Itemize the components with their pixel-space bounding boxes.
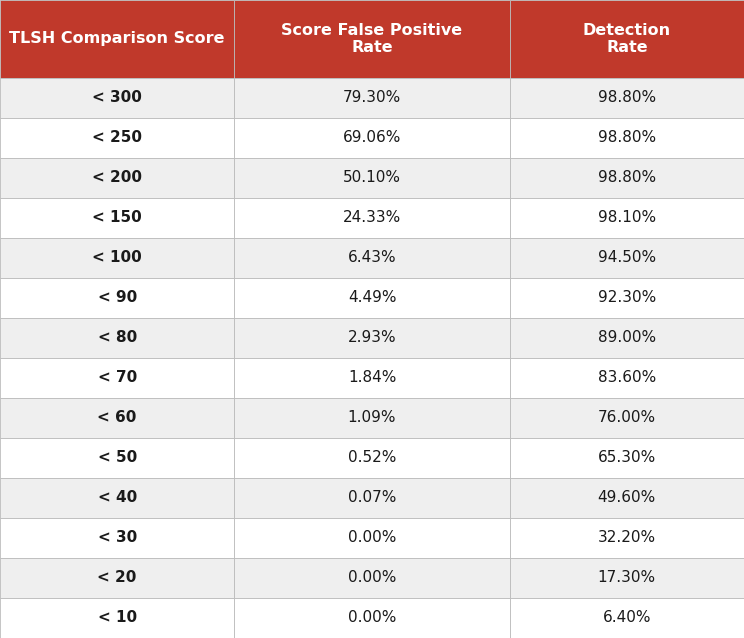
Bar [0, 78, 234, 118]
Text: 83.60%: 83.60% [597, 371, 656, 385]
Text: 0.00%: 0.00% [347, 570, 397, 586]
Text: < 80: < 80 [97, 330, 137, 346]
Text: < 10: < 10 [97, 611, 137, 625]
Bar [510, 518, 744, 558]
Text: 1.84%: 1.84% [347, 371, 397, 385]
Text: 2.93%: 2.93% [347, 330, 397, 346]
Text: 98.10%: 98.10% [597, 211, 656, 225]
Bar [234, 278, 510, 318]
Text: < 200: < 200 [92, 170, 142, 186]
Text: < 70: < 70 [97, 371, 137, 385]
Bar [510, 398, 744, 438]
Bar [510, 118, 744, 158]
Text: < 250: < 250 [92, 131, 142, 145]
Bar [0, 278, 234, 318]
Bar [234, 478, 510, 518]
Bar [234, 78, 510, 118]
Bar [510, 478, 744, 518]
Text: 92.30%: 92.30% [597, 290, 656, 306]
Text: 0.00%: 0.00% [347, 531, 397, 545]
Text: 50.10%: 50.10% [343, 170, 401, 186]
Text: < 90: < 90 [97, 290, 137, 306]
Text: 1.09%: 1.09% [347, 410, 397, 426]
Bar [0, 558, 234, 598]
Text: 24.33%: 24.33% [343, 211, 401, 225]
Text: < 60: < 60 [97, 410, 137, 426]
Text: Detection
Rate: Detection Rate [583, 23, 671, 56]
Text: 69.06%: 69.06% [343, 131, 401, 145]
Text: 17.30%: 17.30% [597, 570, 656, 586]
Text: 98.80%: 98.80% [597, 131, 656, 145]
Bar [510, 598, 744, 638]
Text: 6.43%: 6.43% [347, 251, 397, 265]
Bar [510, 278, 744, 318]
Bar [510, 238, 744, 278]
Bar [510, 198, 744, 238]
Bar [0, 118, 234, 158]
Bar [0, 398, 234, 438]
Text: 89.00%: 89.00% [597, 330, 656, 346]
Bar [0, 238, 234, 278]
Bar [234, 198, 510, 238]
Bar [510, 358, 744, 398]
Bar [0, 518, 234, 558]
Bar [234, 358, 510, 398]
Text: < 30: < 30 [97, 531, 137, 545]
Bar [0, 598, 234, 638]
Bar [234, 118, 510, 158]
Bar [0, 318, 234, 358]
Text: 94.50%: 94.50% [597, 251, 656, 265]
Bar [510, 558, 744, 598]
Bar [0, 0, 234, 78]
Bar [510, 438, 744, 478]
Text: 98.80%: 98.80% [597, 170, 656, 186]
Text: Score False Positive
Rate: Score False Positive Rate [281, 23, 463, 56]
Bar [234, 0, 510, 78]
Bar [0, 438, 234, 478]
Text: < 300: < 300 [92, 91, 142, 105]
Text: 76.00%: 76.00% [597, 410, 656, 426]
Text: 98.80%: 98.80% [597, 91, 656, 105]
Text: < 20: < 20 [97, 570, 137, 586]
Text: 32.20%: 32.20% [597, 531, 656, 545]
Bar [234, 398, 510, 438]
Bar [0, 158, 234, 198]
Bar [234, 318, 510, 358]
Bar [234, 158, 510, 198]
Text: TLSH Comparison Score: TLSH Comparison Score [10, 31, 225, 47]
Bar [0, 478, 234, 518]
Text: < 50: < 50 [97, 450, 137, 466]
Bar [0, 198, 234, 238]
Bar [234, 238, 510, 278]
Bar [234, 438, 510, 478]
Text: 0.00%: 0.00% [347, 611, 397, 625]
Text: < 40: < 40 [97, 491, 137, 505]
Bar [510, 318, 744, 358]
Text: 4.49%: 4.49% [347, 290, 397, 306]
Text: 6.40%: 6.40% [603, 611, 651, 625]
Text: 79.30%: 79.30% [343, 91, 401, 105]
Bar [510, 0, 744, 78]
Text: < 100: < 100 [92, 251, 142, 265]
Text: 49.60%: 49.60% [597, 491, 656, 505]
Bar [0, 358, 234, 398]
Bar [510, 158, 744, 198]
Text: < 150: < 150 [92, 211, 142, 225]
Bar [234, 518, 510, 558]
Text: 0.07%: 0.07% [347, 491, 397, 505]
Text: 65.30%: 65.30% [597, 450, 656, 466]
Bar [234, 598, 510, 638]
Text: 0.52%: 0.52% [347, 450, 397, 466]
Bar [510, 78, 744, 118]
Bar [234, 558, 510, 598]
